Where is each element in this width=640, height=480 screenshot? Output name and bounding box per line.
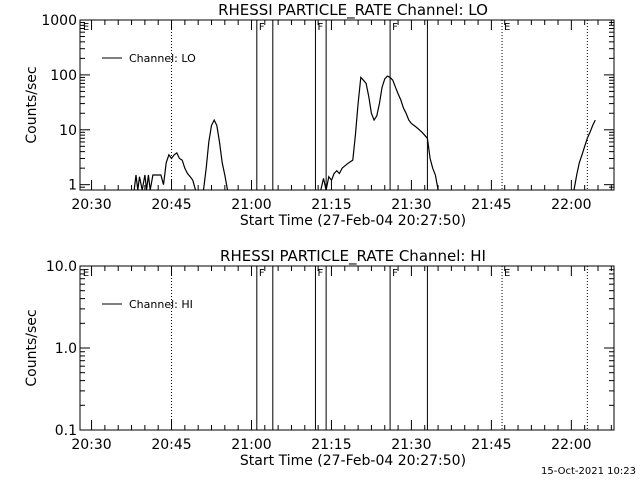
footer-timestamp: 15-Oct-2021 10:23 bbox=[541, 466, 636, 477]
event-marker-label: E bbox=[83, 22, 89, 33]
x-tick-label: 21:00 bbox=[231, 437, 271, 453]
series-line bbox=[573, 119, 596, 191]
y-tick-label: 0.1 bbox=[55, 423, 77, 439]
event-marker-label: E bbox=[504, 22, 510, 33]
y-tick-label: 1.0 bbox=[55, 341, 77, 357]
x-tick-label: 21:45 bbox=[471, 437, 511, 453]
y-tick-label: 100 bbox=[50, 68, 77, 84]
chart-title: RHESSI PARTICLE_RATE Channel: HI bbox=[220, 247, 486, 266]
x-tick-label: 22:00 bbox=[551, 437, 591, 453]
y-axis-label: Counts/sec bbox=[24, 66, 40, 143]
y-axis-label: Counts/sec bbox=[24, 309, 40, 386]
chart-hi: RHESSI PARTICLE_RATE Channel: HI Counts/s… bbox=[24, 247, 615, 469]
x-tick-label: 20:30 bbox=[71, 437, 111, 453]
series-line bbox=[202, 118, 229, 191]
y-tick-label: 1000 bbox=[41, 13, 77, 29]
event-marker-label: F bbox=[259, 268, 265, 279]
y-tick-label: 10.0 bbox=[46, 259, 77, 275]
x-tick-label: 20:45 bbox=[151, 437, 191, 453]
x-tick-label: 20:30 bbox=[71, 197, 111, 213]
y-tick-label: 1 bbox=[68, 178, 77, 194]
x-tick-label: 21:00 bbox=[231, 197, 271, 213]
x-tick-label: 20:45 bbox=[151, 197, 191, 213]
x-tick-label: 21:15 bbox=[311, 197, 351, 213]
x-tick-label: 22:00 bbox=[551, 197, 591, 213]
chart-title: RHESSI PARTICLE_RATE Channel: LO bbox=[218, 1, 488, 20]
event-marker-label: E bbox=[504, 268, 510, 279]
event-marker-label: F bbox=[317, 268, 323, 279]
series-line bbox=[133, 151, 197, 191]
x-axis-label: Start Time (27-Feb-04 20:27:50) bbox=[240, 453, 466, 469]
event-marker-label: F bbox=[392, 22, 398, 33]
x-axis-label: Start Time (27-Feb-04 20:27:50) bbox=[240, 213, 466, 229]
plot-frame bbox=[79, 19, 615, 191]
series-line bbox=[320, 75, 439, 191]
event-marker-label: F bbox=[317, 22, 323, 33]
x-tick-label: 21:15 bbox=[311, 437, 351, 453]
x-tick-label: 21:30 bbox=[391, 197, 431, 213]
x-tick-label: 21:30 bbox=[391, 437, 431, 453]
plot-frame bbox=[79, 265, 615, 431]
event-marker-label: F bbox=[392, 268, 398, 279]
chart-lo: RHESSI PARTICLE_RATE Channel: LO Counts/s… bbox=[24, 1, 615, 229]
event-marker-label: F bbox=[259, 22, 265, 33]
legend-label: Channel: LO bbox=[129, 52, 196, 65]
y-tick-label: 10 bbox=[59, 123, 77, 139]
x-tick-label: 21:45 bbox=[471, 197, 511, 213]
legend-label: Channel: HI bbox=[129, 298, 193, 311]
event-marker-label: E bbox=[83, 268, 89, 279]
